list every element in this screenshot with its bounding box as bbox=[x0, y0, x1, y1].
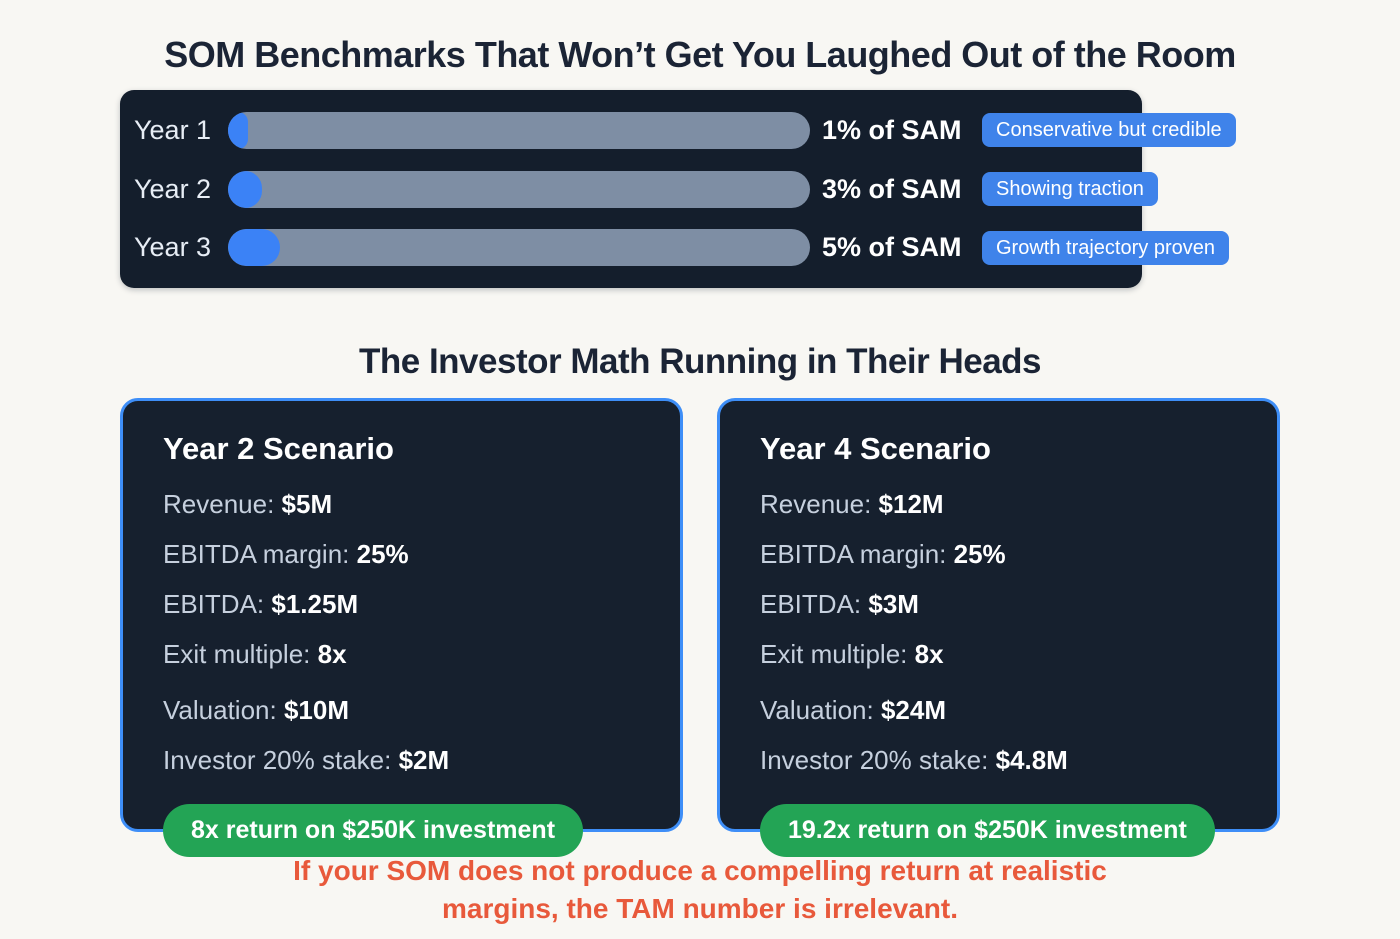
line-value: $24M bbox=[880, 695, 946, 725]
line-label: EBITDA: bbox=[163, 589, 265, 619]
line-label: Investor 20% stake: bbox=[163, 745, 392, 775]
scenario-line-revenue: Revenue: $12M bbox=[760, 489, 1237, 520]
line-value: $1.25M bbox=[271, 589, 359, 619]
line-label: Revenue: bbox=[163, 489, 275, 519]
line-label: Valuation: bbox=[163, 695, 277, 725]
scenario-line-revenue: Revenue: $5M bbox=[163, 489, 640, 520]
benchmark-badge: Conservative but credible bbox=[982, 113, 1236, 148]
benchmark-row-year2: Year 2 3% of SAM Showing traction bbox=[134, 162, 1284, 217]
line-value: 8x bbox=[317, 639, 347, 669]
footer-warning: If your SOM does not produce a compellin… bbox=[0, 852, 1400, 928]
benchmark-bar-track bbox=[228, 170, 810, 208]
scenario-line-ebitda-margin: EBITDA margin: 25% bbox=[760, 539, 1237, 570]
benchmark-panel: Year 1 1% of SAM Conservative but credib… bbox=[120, 90, 1236, 288]
line-value: $10M bbox=[283, 695, 349, 725]
line-label: Valuation: bbox=[760, 695, 874, 725]
benchmark-value: 3% of SAM bbox=[822, 173, 962, 204]
line-value: $4.8M bbox=[995, 745, 1068, 775]
line-value: $5M bbox=[281, 489, 333, 519]
scenario-line-valuation: Valuation: $24M bbox=[760, 695, 1237, 726]
line-value: $3M bbox=[868, 589, 919, 619]
line-label: Investor 20% stake: bbox=[760, 745, 989, 775]
benchmark-badge: Growth trajectory proven bbox=[982, 230, 1229, 265]
scenario-line-investor-stake: Investor 20% stake: $4.8M bbox=[760, 745, 1237, 776]
benchmark-value: 1% of SAM bbox=[822, 114, 962, 145]
scenario-line-ebitda-margin: EBITDA margin: 25% bbox=[163, 539, 640, 570]
line-value: 8x bbox=[914, 639, 944, 669]
return-highlight-badge: 8x return on $250K investment bbox=[163, 804, 584, 857]
scenario-line-ebitda: EBITDA: $1.25M bbox=[163, 589, 640, 620]
scenario-card-title: Year 2 Scenario bbox=[163, 431, 394, 466]
scenario-line-investor-stake: Investor 20% stake: $2M bbox=[163, 745, 640, 776]
benchmark-row-year3: Year 3 5% of SAM Growth trajectory prove… bbox=[134, 220, 1284, 275]
line-label: EBITDA: bbox=[760, 589, 862, 619]
return-highlight-badge: 19.2x return on $250K investment bbox=[760, 804, 1215, 857]
scenario-line-valuation: Valuation: $10M bbox=[163, 695, 640, 726]
line-label: Revenue: bbox=[760, 489, 872, 519]
line-label: Exit multiple: bbox=[760, 639, 908, 669]
benchmark-bar-fill bbox=[228, 111, 248, 149]
scenario-card-year2: Year 2 Scenario Revenue: $5M EBITDA marg… bbox=[120, 398, 683, 857]
scenario-card-year4: Year 4 Scenario Revenue: $12M EBITDA mar… bbox=[717, 398, 1280, 857]
benchmark-bar-track bbox=[228, 111, 810, 149]
line-value: 25% bbox=[356, 539, 409, 569]
scenario-card-title: Year 4 Scenario bbox=[760, 431, 991, 466]
scenario-line-exit-multiple: Exit multiple: 8x bbox=[163, 639, 640, 670]
scenario-cards: Year 2 Scenario Revenue: $5M EBITDA marg… bbox=[120, 398, 1280, 857]
benchmark-bar-fill bbox=[228, 170, 262, 208]
line-label: Exit multiple: bbox=[163, 639, 311, 669]
footer-warning-line2: margins, the TAM number is irrelevant. bbox=[441, 893, 959, 924]
scenario-line-ebitda: EBITDA: $3M bbox=[760, 589, 1237, 620]
line-label: EBITDA margin: bbox=[163, 539, 350, 569]
benchmark-year-label: Year 3 bbox=[134, 232, 212, 263]
benchmark-row-year1: Year 1 1% of SAM Conservative but credib… bbox=[134, 103, 1284, 158]
line-label: EBITDA margin: bbox=[760, 539, 947, 569]
page-title: SOM Benchmarks That Won’t Get You Laughe… bbox=[164, 34, 1236, 75]
benchmark-year-label: Year 1 bbox=[134, 114, 212, 145]
line-value: $2M bbox=[398, 745, 450, 775]
benchmark-bar-fill bbox=[228, 229, 280, 267]
benchmark-value: 5% of SAM bbox=[822, 232, 962, 263]
scenario-line-exit-multiple: Exit multiple: 8x bbox=[760, 639, 1237, 670]
footer-warning-line1: If your SOM does not produce a compellin… bbox=[293, 855, 1107, 886]
benchmark-year-label: Year 2 bbox=[134, 173, 212, 204]
line-value: 25% bbox=[953, 539, 1006, 569]
benchmark-bar-track bbox=[228, 229, 810, 267]
benchmark-badge: Showing traction bbox=[982, 172, 1158, 206]
line-value: $12M bbox=[878, 489, 944, 519]
section-title: The Investor Math Running in Their Heads bbox=[359, 342, 1042, 381]
